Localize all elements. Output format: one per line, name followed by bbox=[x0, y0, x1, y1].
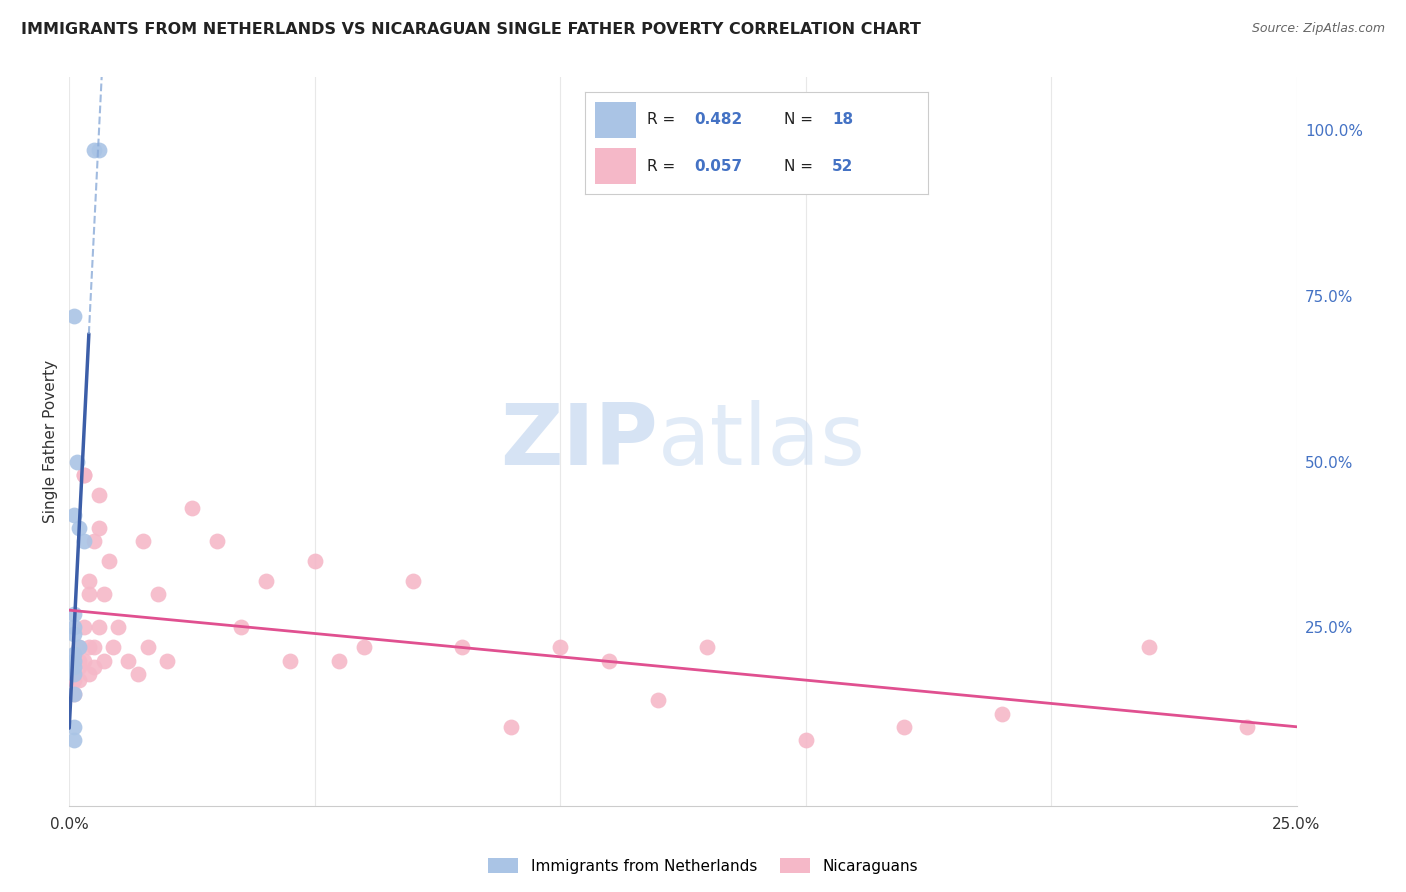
Point bbox=[63, 653, 86, 667]
Point bbox=[136, 640, 159, 655]
Point bbox=[63, 687, 86, 701]
Point bbox=[205, 534, 228, 549]
Point bbox=[304, 554, 326, 568]
Point bbox=[893, 720, 915, 734]
Point bbox=[83, 640, 105, 655]
Point bbox=[73, 653, 96, 667]
Point bbox=[63, 666, 86, 681]
Point bbox=[63, 687, 86, 701]
Point bbox=[1236, 720, 1258, 734]
Point bbox=[83, 534, 105, 549]
Point bbox=[67, 660, 90, 674]
Point bbox=[87, 620, 110, 634]
Point bbox=[696, 640, 718, 655]
Point bbox=[117, 653, 139, 667]
Point bbox=[127, 666, 149, 681]
Point bbox=[548, 640, 571, 655]
Point bbox=[77, 666, 100, 681]
Point bbox=[794, 733, 817, 747]
Point bbox=[63, 627, 86, 641]
Point bbox=[63, 508, 86, 522]
Point bbox=[93, 587, 115, 601]
Point bbox=[254, 574, 277, 588]
Point bbox=[146, 587, 169, 601]
Legend: Immigrants from Netherlands, Nicaraguans: Immigrants from Netherlands, Nicaraguans bbox=[482, 852, 924, 880]
Point bbox=[353, 640, 375, 655]
Point bbox=[63, 660, 86, 674]
Point bbox=[73, 620, 96, 634]
Text: atlas: atlas bbox=[658, 401, 866, 483]
Point bbox=[87, 521, 110, 535]
Y-axis label: Single Father Poverty: Single Father Poverty bbox=[44, 360, 58, 524]
Point bbox=[77, 640, 100, 655]
Point bbox=[63, 620, 86, 634]
Point bbox=[67, 653, 90, 667]
Point bbox=[402, 574, 425, 588]
Point bbox=[598, 653, 620, 667]
Point bbox=[156, 653, 179, 667]
Point bbox=[451, 640, 474, 655]
Point bbox=[77, 587, 100, 601]
Point bbox=[63, 720, 86, 734]
Point bbox=[83, 144, 105, 158]
Text: IMMIGRANTS FROM NETHERLANDS VS NICARAGUAN SINGLE FATHER POVERTY CORRELATION CHAR: IMMIGRANTS FROM NETHERLANDS VS NICARAGUA… bbox=[21, 22, 921, 37]
Point bbox=[73, 534, 96, 549]
Point bbox=[132, 534, 155, 549]
Point bbox=[1137, 640, 1160, 655]
Point bbox=[499, 720, 522, 734]
Point bbox=[67, 640, 90, 655]
Point bbox=[67, 673, 90, 688]
Point bbox=[63, 607, 86, 621]
Point bbox=[328, 653, 350, 667]
Point bbox=[991, 706, 1014, 721]
Point bbox=[63, 733, 86, 747]
Point bbox=[63, 647, 86, 661]
Point bbox=[87, 488, 110, 502]
Point bbox=[67, 521, 90, 535]
Point bbox=[67, 640, 90, 655]
Point bbox=[65, 455, 87, 469]
Point bbox=[229, 620, 252, 634]
Point bbox=[73, 468, 96, 483]
Point bbox=[103, 640, 125, 655]
Text: Source: ZipAtlas.com: Source: ZipAtlas.com bbox=[1251, 22, 1385, 36]
Point bbox=[63, 666, 86, 681]
Point bbox=[278, 653, 301, 667]
Point bbox=[647, 693, 669, 707]
Point bbox=[73, 468, 96, 483]
Point bbox=[77, 574, 100, 588]
Point bbox=[63, 673, 86, 688]
Point bbox=[181, 501, 204, 516]
Point bbox=[63, 309, 86, 323]
Point bbox=[97, 554, 120, 568]
Point bbox=[87, 144, 110, 158]
Point bbox=[107, 620, 129, 634]
Point bbox=[93, 653, 115, 667]
Text: ZIP: ZIP bbox=[501, 401, 658, 483]
Point bbox=[83, 660, 105, 674]
